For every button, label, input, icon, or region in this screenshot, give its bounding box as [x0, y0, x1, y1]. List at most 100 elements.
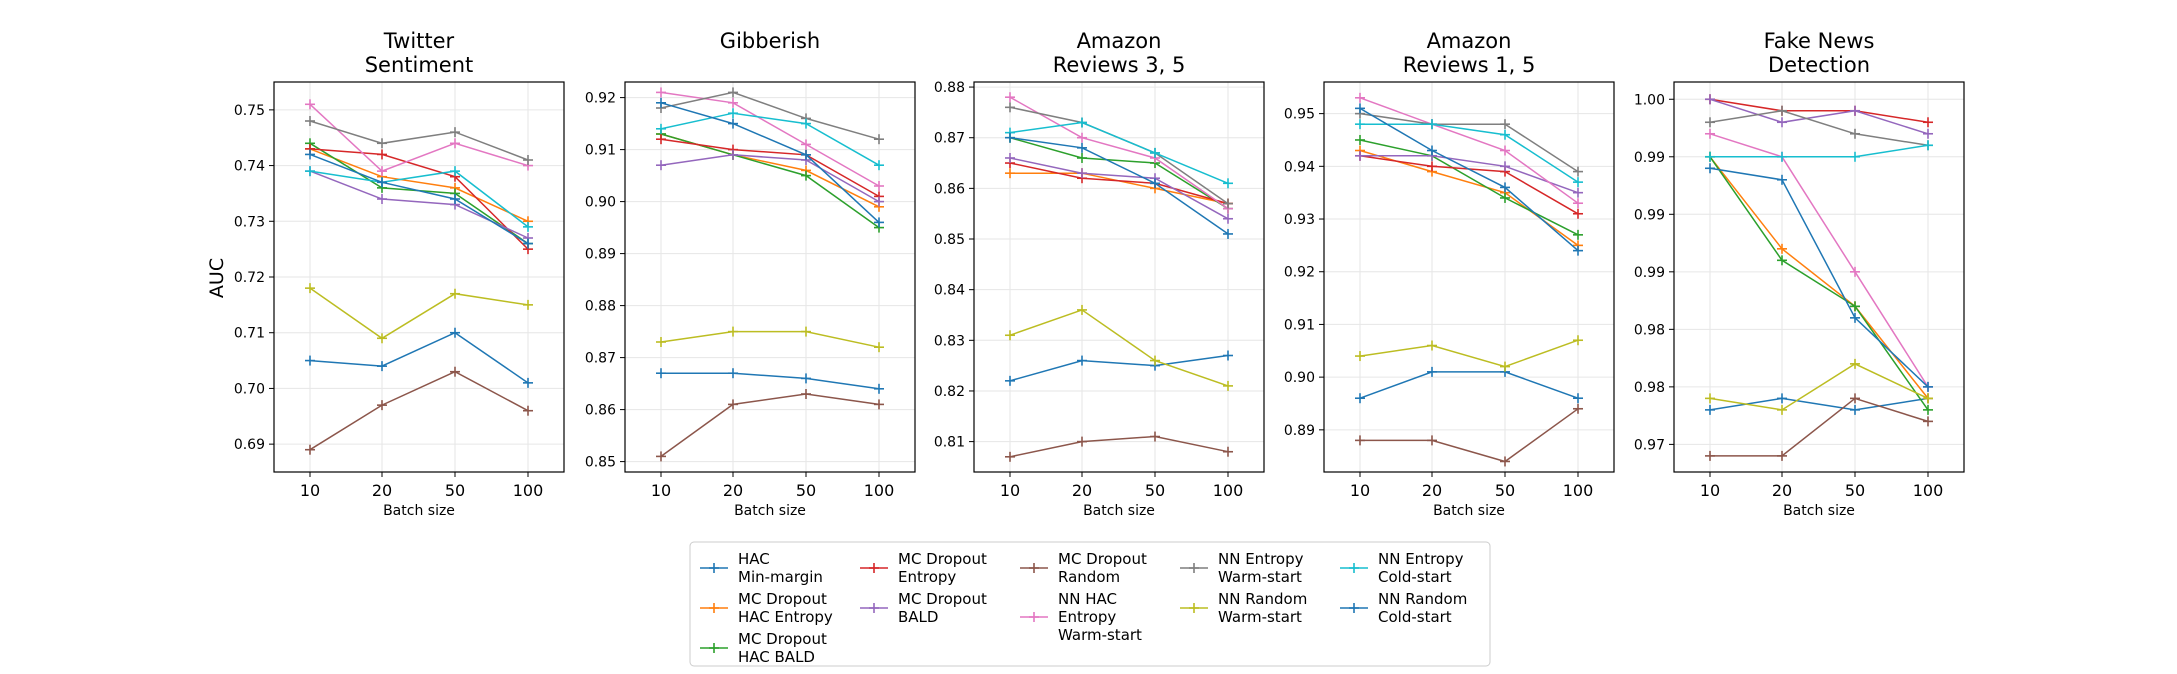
legend-swatch-marker — [1189, 563, 1199, 573]
data-point — [305, 283, 315, 294]
legend-swatch-marker — [869, 603, 879, 613]
data-point — [874, 399, 884, 410]
data-point — [728, 399, 738, 410]
x-tick-label: 20 — [1772, 481, 1792, 500]
y-tick-label: 0.95 — [1284, 107, 1315, 123]
legend-label: Min-margin — [738, 568, 823, 586]
y-tick-label: 0.89 — [585, 247, 616, 263]
series-line-6 — [309, 370, 529, 451]
data-point — [377, 166, 387, 177]
data-point — [1850, 301, 1860, 312]
data-point — [1223, 198, 1233, 209]
data-point — [1355, 134, 1365, 145]
y-tick-label: 0.93 — [1284, 212, 1315, 228]
data-point — [728, 87, 738, 98]
y-tick-label: 0.98 — [1634, 322, 1665, 338]
x-tick-label: 20 — [372, 481, 392, 500]
x-axis-label: Batch size — [383, 503, 455, 519]
data-point — [1777, 450, 1787, 461]
y-tick-label: 0.88 — [585, 299, 616, 315]
data-point — [1777, 255, 1787, 266]
data-point — [1355, 150, 1365, 161]
data-point — [1427, 366, 1437, 377]
x-tick-label: 100 — [1213, 481, 1244, 500]
data-point — [874, 196, 884, 207]
data-point — [1573, 335, 1583, 346]
subplot-4: 0.89 0.90 0.91 0.92 0.93 0.94 0.95 10 20 50 100 Bat… — [1284, 29, 1615, 519]
data-point — [523, 405, 533, 416]
series-line-4 — [1709, 98, 1929, 124]
data-point — [450, 327, 460, 338]
data-point — [1573, 245, 1583, 256]
series-line-6 — [1009, 435, 1229, 458]
data-point — [1355, 103, 1365, 114]
series-line-11 — [309, 153, 529, 245]
legend-swatch-marker — [1349, 563, 1359, 573]
series-line-6 — [1710, 397, 1929, 457]
data-point — [1223, 446, 1233, 457]
data-point — [1077, 436, 1087, 447]
data-point — [450, 166, 460, 177]
y-tick-label: 0.82 — [934, 384, 965, 400]
data-point — [1850, 151, 1860, 162]
data-point — [305, 149, 315, 160]
y-tick-label: 0.89 — [1284, 423, 1315, 439]
data-point — [1573, 198, 1583, 209]
data-point — [523, 377, 533, 388]
data-point — [1005, 330, 1015, 341]
data-point — [1427, 340, 1437, 351]
data-point — [1150, 431, 1160, 442]
data-point — [1355, 119, 1365, 130]
y-tick-label: 0.86 — [585, 403, 616, 419]
data-point — [1777, 105, 1787, 116]
data-point — [450, 127, 460, 138]
y-tick-label: 1.00 — [1634, 92, 1665, 108]
series-line-10 — [660, 112, 880, 166]
legend-label: Cold-start — [1378, 608, 1452, 626]
subplot-title: Reviews 1, 5 — [1403, 53, 1536, 77]
plot-frame — [624, 81, 916, 473]
data-point — [656, 368, 666, 379]
y-tick-label: 0.98 — [1634, 380, 1665, 396]
data-point — [1923, 416, 1933, 427]
data-point — [728, 118, 738, 129]
y-tick-label: 0.91 — [1284, 317, 1315, 333]
y-tick-label: 0.72 — [234, 270, 265, 286]
data-point — [801, 326, 811, 337]
series-line-7 — [1009, 96, 1229, 210]
series-line-9 — [309, 287, 529, 340]
data-point — [1705, 94, 1715, 105]
series-line-9 — [660, 330, 880, 348]
data-point — [1500, 145, 1510, 156]
y-tick-label: 0.87 — [934, 131, 965, 147]
data-point — [1500, 161, 1510, 172]
series-group — [1005, 92, 1233, 462]
subplot-title: Fake News — [1764, 29, 1875, 53]
data-point — [1077, 304, 1087, 315]
y-tick-label: 0.73 — [234, 214, 265, 230]
x-tick-label: 50 — [796, 481, 816, 500]
data-point — [523, 299, 533, 310]
data-point — [1427, 435, 1437, 446]
data-point — [1427, 145, 1437, 156]
data-point — [1777, 404, 1787, 415]
data-point — [801, 118, 811, 129]
data-point — [1005, 451, 1015, 462]
data-point — [656, 451, 666, 462]
subplot-title: Detection — [1768, 53, 1870, 77]
data-point — [377, 177, 387, 188]
data-point — [1223, 228, 1233, 239]
series-line-9 — [1009, 309, 1229, 387]
x-axis-label: Batch size — [1083, 503, 1155, 519]
data-point — [656, 123, 666, 134]
x-tick-label: 10 — [1000, 481, 1020, 500]
x-tick-label: 50 — [445, 481, 465, 500]
data-point — [377, 138, 387, 149]
data-point — [801, 389, 811, 399]
x-tick-label: 50 — [1145, 481, 1165, 500]
